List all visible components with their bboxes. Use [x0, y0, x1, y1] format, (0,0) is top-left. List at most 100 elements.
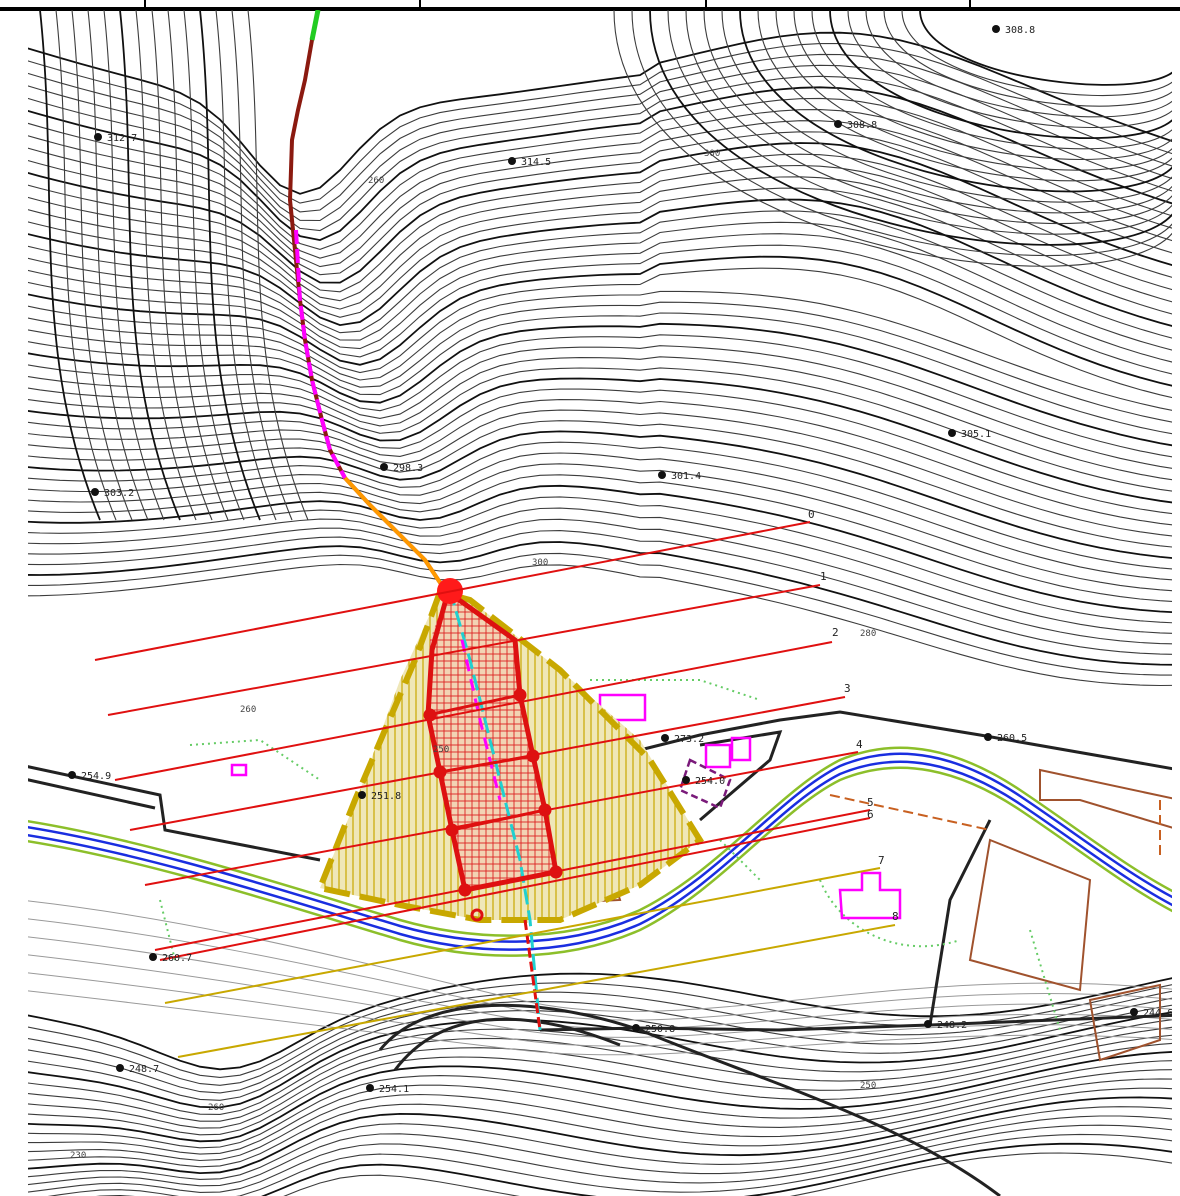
contour-line — [28, 1087, 1172, 1168]
contour-line — [793, 10, 1172, 160]
contour-line — [28, 1059, 1172, 1149]
field-parcel — [1088, 983, 1161, 1062]
building-outline — [730, 736, 752, 762]
contour-line — [28, 43, 1172, 204]
contour-line — [28, 971, 1172, 1047]
road-line — [28, 776, 156, 810]
elevation-point-label: 250.8 — [645, 1024, 675, 1035]
contour-line — [247, 10, 309, 521]
contour-line — [28, 164, 1172, 302]
profile-line-label: 5 — [867, 796, 874, 809]
contour-line — [28, 64, 1172, 222]
profile-line-label: 3 — [844, 682, 851, 695]
contour-line — [28, 563, 1172, 687]
vegetation-boundary — [189, 738, 321, 781]
contour-line — [28, 75, 1172, 232]
contour-line — [721, 10, 1172, 203]
road-line — [393, 1017, 621, 1071]
contour-line — [71, 10, 133, 521]
profile-line-label: 0 — [808, 508, 815, 521]
contour-line — [28, 198, 1172, 329]
profile-line — [94, 521, 811, 661]
vegetation-boundary — [590, 679, 761, 701]
contour-line — [55, 10, 117, 521]
vegetation-boundary — [819, 879, 961, 948]
elevation-point-marker — [380, 463, 388, 471]
contour-line — [28, 221, 1172, 353]
contour-line — [811, 10, 1172, 150]
river-bank-line — [28, 746, 1172, 937]
contour-line — [28, 507, 1172, 635]
profile-line — [129, 696, 846, 831]
profile-line-label: 7 — [878, 854, 885, 867]
contour-line — [28, 496, 1172, 624]
contour-line — [28, 989, 1172, 1056]
building-outline — [704, 743, 732, 769]
elevation-point-label: 298.3 — [393, 463, 423, 474]
elevation-point-label: 314.5 — [521, 157, 551, 168]
contour-line — [28, 109, 1172, 259]
contour-line — [215, 10, 277, 521]
river — [28, 746, 1172, 957]
contour-line — [28, 1069, 1172, 1155]
building-outline — [230, 763, 248, 777]
elevation-point-marker — [661, 734, 669, 742]
contour-line — [28, 1124, 1172, 1194]
channel-left — [425, 591, 468, 891]
contour-label: 230 — [70, 1151, 86, 1161]
contour-line — [28, 1133, 1172, 1196]
channel-node — [445, 823, 459, 837]
contour-line — [28, 131, 1172, 276]
contour-line — [28, 463, 1172, 592]
elevation-point-marker — [116, 1064, 124, 1072]
fan-axis-magenta — [460, 639, 502, 801]
contour-line — [685, 10, 1172, 224]
profile-line — [159, 817, 871, 961]
elevation-point-label: 248.2 — [937, 1020, 967, 1031]
elevation-point-label: 260.5 — [997, 733, 1027, 744]
contour-line — [28, 267, 1172, 400]
contour-line — [28, 1152, 1172, 1196]
contour-line — [28, 142, 1172, 284]
contour-line — [28, 530, 1172, 655]
contour-line — [28, 1142, 1172, 1196]
elevation-point-marker — [984, 733, 992, 741]
profile-line-label: 8 — [892, 910, 899, 923]
road-line — [378, 1003, 1001, 1196]
elevation-point-marker — [924, 1020, 932, 1028]
header-bar — [0, 0, 1180, 11]
contour-line — [28, 31, 1172, 195]
elevation-point-marker — [508, 157, 516, 165]
contour-line — [231, 10, 293, 521]
elevation-point-marker — [149, 953, 157, 961]
elevation-point-marker — [68, 771, 76, 779]
contour-line — [28, 1115, 1172, 1187]
contour-line — [28, 552, 1172, 676]
gully-channel — [287, 10, 542, 1031]
profile-line — [144, 751, 859, 886]
road-line — [928, 819, 992, 1026]
elevation-point-label: 260.7 — [162, 953, 192, 964]
outlet-ring-marker — [470, 908, 484, 922]
channel-right — [446, 589, 559, 873]
contour-line — [28, 1050, 1172, 1143]
contour-line — [703, 10, 1172, 214]
contour-line — [28, 989, 1172, 1086]
elevation-point-label: 244.6 — [1143, 1008, 1173, 1019]
elevation-point-marker — [682, 776, 690, 784]
building-outline — [838, 871, 902, 920]
contour-lines — [28, 10, 1172, 1196]
elevation-point-marker — [632, 1024, 640, 1032]
buildings — [230, 693, 902, 920]
contour-line — [28, 322, 1172, 448]
contour-label: 250 — [433, 745, 449, 755]
contour-line — [28, 1003, 1172, 1101]
elevation-point-marker — [834, 120, 842, 128]
elevation-point-label: 308.8 — [847, 120, 877, 131]
contour-line — [28, 86, 1172, 242]
contour-line — [28, 953, 1172, 1038]
contour-line — [739, 10, 1172, 193]
contour-line — [199, 10, 261, 521]
